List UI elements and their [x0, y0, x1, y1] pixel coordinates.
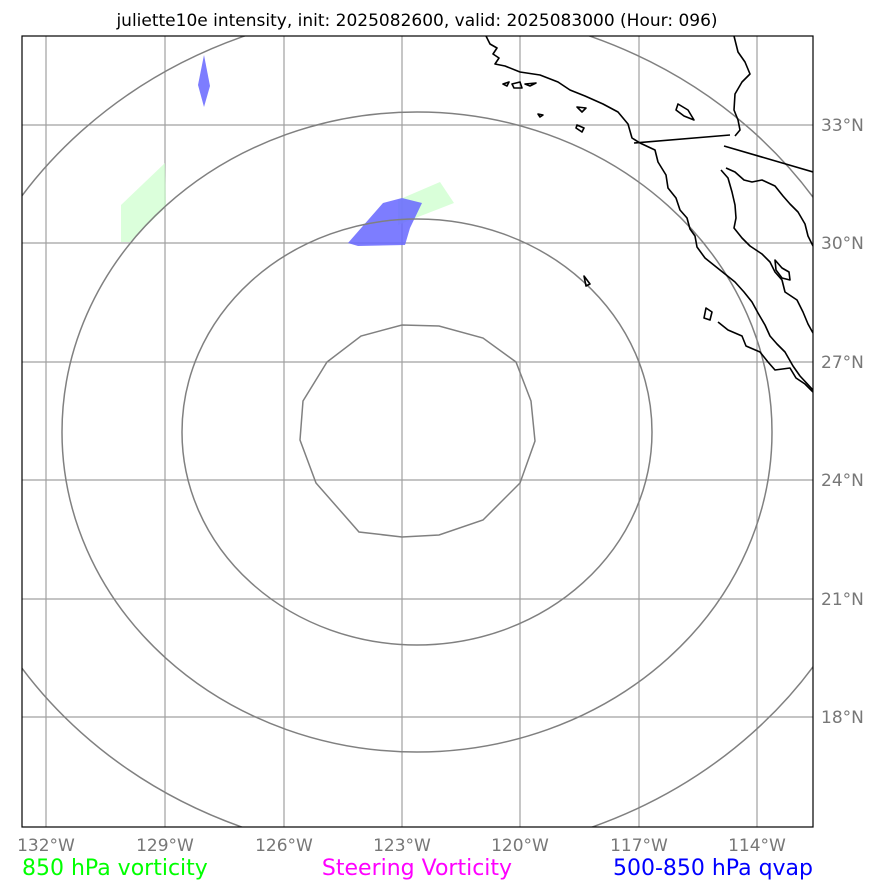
island-gulf-2: [703, 307, 713, 321]
coastline-gulf-east: [720, 169, 813, 334]
map-frame: [21, 35, 814, 828]
range-ring: [181, 218, 653, 646]
qvap-area-north: [198, 55, 210, 107]
gridlines: [22, 36, 813, 827]
lon-tick-label: 114°W: [728, 836, 786, 856]
lat-tick-label: 33°N: [821, 116, 864, 136]
island-gulf-1: [774, 259, 791, 281]
island-channel-2: [511, 81, 523, 89]
island-salton: [675, 103, 695, 121]
vorticity-area-west: [121, 163, 166, 242]
coastline-arizona-river: [733, 36, 751, 137]
range-ring: [61, 111, 773, 753]
island-channel-1: [502, 81, 510, 87]
island-channel-3: [524, 82, 537, 87]
island-channel-4: [537, 113, 544, 118]
border-us-mexico: [633, 134, 731, 144]
island-channel-5: [576, 106, 587, 113]
range-rings: [22, 36, 813, 827]
coastline-california-baja: [485, 36, 813, 391]
lon-tick-labels: 132°W 129°W 126°W 123°W 120°W 117°W 114°…: [17, 836, 786, 856]
qvap-area-center: [348, 198, 422, 246]
coastline-mainland-mexico: [725, 167, 813, 247]
lat-tick-label: 30°N: [821, 234, 864, 254]
coastlines: [485, 36, 813, 393]
legend-steering-vorticity: Steering Vorticity: [322, 856, 512, 881]
border-us-mexico-east: [723, 145, 813, 173]
island-guadalupe: [583, 275, 591, 287]
range-ring: [299, 324, 536, 538]
lon-tick-label: 120°W: [491, 836, 549, 856]
plot-title: juliette10e intensity, init: 2025082600,…: [115, 11, 717, 31]
legend-vorticity-850: 850 hPa vorticity: [22, 856, 208, 881]
lat-tick-label: 18°N: [821, 708, 864, 728]
lon-tick-label: 129°W: [136, 836, 194, 856]
lon-tick-label: 132°W: [17, 836, 75, 856]
legend-qvap: 500-850 hPa qvap: [613, 856, 813, 881]
map-frame-background: [22, 36, 813, 827]
lon-tick-label: 126°W: [255, 836, 313, 856]
lat-tick-label: 27°N: [821, 353, 864, 373]
legend: 850 hPa vorticity Steering Vorticity 500…: [22, 856, 813, 881]
lon-tick-label: 123°W: [373, 836, 431, 856]
island-channel-6: [575, 124, 585, 133]
lat-tick-label: 21°N: [821, 590, 864, 610]
lon-tick-label: 117°W: [610, 836, 668, 856]
lat-tick-labels: 33°N 30°N 27°N 24°N 21°N 18°N: [821, 116, 864, 728]
lat-tick-label: 24°N: [821, 471, 864, 491]
coastline-baja-south: [717, 321, 813, 393]
